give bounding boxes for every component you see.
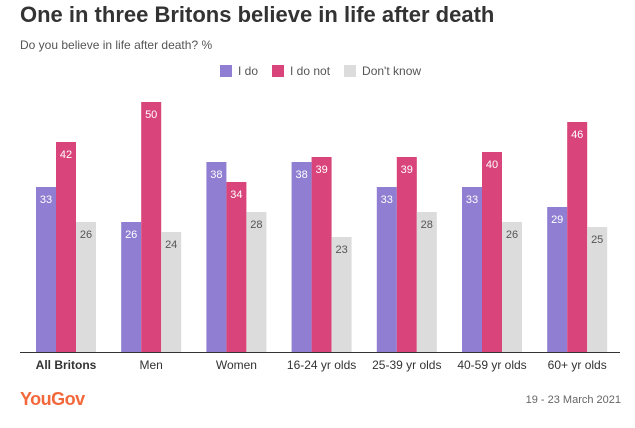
chart-title: One in three Britons believe in life aft…	[20, 2, 495, 27]
bar-don-t-know-40-59-yr-olds	[502, 222, 522, 352]
legend-swatch-i-do	[220, 65, 232, 77]
bar-don-t-know-60-yr-olds	[587, 227, 608, 352]
data-label-i-do-not-women: 34	[230, 189, 242, 201]
data-label-don-t-know-16-24-yr-olds: 23	[335, 244, 347, 256]
data-label-don-t-know-40-59-yr-olds: 26	[506, 229, 518, 241]
data-label-i-do-not-25-39-yr-olds: 39	[401, 164, 413, 176]
bar-don-t-know-all-britons	[76, 222, 96, 352]
x-tick-label-16-24-yr-olds: 16-24 yr olds	[287, 358, 356, 372]
x-tick-label-all-britons: All Britons	[36, 358, 97, 372]
bar-i-do-men	[121, 222, 142, 352]
data-label-i-do-not-all-britons: 42	[60, 149, 72, 161]
bar-don-t-know-16-24-yr-olds	[331, 237, 352, 352]
bar-i-do-all-britons	[36, 187, 56, 352]
x-tick-label-60-yr-olds: 60+ yr olds	[548, 358, 607, 372]
bar-i-do-not-16-24-yr-olds	[311, 157, 332, 352]
legend-swatch-dont-know	[344, 65, 357, 77]
data-label-i-do-not-60-yr-olds: 46	[571, 129, 583, 141]
data-label-i-do-16-24-yr-olds: 38	[295, 169, 307, 181]
bar-i-do-not-25-39-yr-olds	[396, 157, 417, 352]
bar-don-t-know-25-39-yr-olds	[416, 212, 437, 352]
data-label-i-do-men: 26	[125, 229, 137, 241]
bar-i-do-16-24-yr-olds	[291, 162, 312, 352]
legend-item-dont-know: Don't know	[344, 64, 421, 78]
data-label-don-t-know-women: 28	[250, 219, 262, 231]
bar-i-do-women	[206, 162, 227, 352]
data-label-don-t-know-60-yr-olds: 25	[591, 234, 603, 246]
data-label-don-t-know-men: 24	[165, 239, 177, 251]
data-label-i-do-40-59-yr-olds: 33	[466, 194, 478, 206]
bar-i-do-not-women	[226, 182, 247, 352]
bar-don-t-know-men	[161, 232, 182, 352]
x-tick-label-women: Women	[216, 358, 257, 372]
legend-label-dont-know: Don't know	[362, 64, 422, 78]
bar-i-do-60-yr-olds	[547, 207, 568, 352]
legend-item-i-do-not: I do not	[272, 64, 330, 78]
data-label-don-t-know-25-39-yr-olds: 28	[421, 219, 433, 231]
yougov-logo: YouGov	[20, 389, 85, 409]
x-tick-label-40-59-yr-olds: 40-59 yr olds	[457, 358, 526, 372]
bar-don-t-know-women	[246, 212, 267, 352]
legend-item-i-do: I do	[220, 64, 258, 78]
date-range: 19 - 23 March 2021	[525, 394, 621, 406]
bar-i-do-40-59-yr-olds	[462, 187, 482, 352]
data-label-i-do-60-yr-olds: 29	[551, 214, 563, 226]
legend-label-i-do: I do	[238, 64, 259, 78]
legend-label-i-do-not: I do not	[290, 64, 331, 78]
data-label-i-do-all-britons: 33	[40, 194, 52, 206]
bar-i-do-not-40-59-yr-olds	[482, 152, 502, 352]
data-label-i-do-women: 38	[210, 169, 222, 181]
x-tick-label-25-39-yr-olds: 25-39 yr olds	[372, 358, 441, 372]
x-tick-label-men: Men	[140, 358, 163, 372]
legend-swatch-i-do-not	[272, 65, 285, 77]
data-label-i-do-not-40-59-yr-olds: 40	[486, 159, 498, 171]
bar-i-do-not-men	[141, 102, 162, 352]
data-label-don-t-know-all-britons: 26	[80, 229, 92, 241]
bar-i-do-25-39-yr-olds	[376, 187, 397, 352]
data-label-i-do-25-39-yr-olds: 33	[381, 194, 393, 206]
chart-subtitle: Do you believe in life after death? %	[20, 38, 213, 52]
bar-i-do-not-60-yr-olds	[567, 122, 588, 352]
bar-i-do-not-all-britons	[56, 142, 76, 352]
data-label-i-do-not-men: 50	[145, 109, 157, 121]
data-label-i-do-not-16-24-yr-olds: 39	[315, 164, 327, 176]
chart-legend: I do I do not Don't know	[220, 64, 435, 78]
